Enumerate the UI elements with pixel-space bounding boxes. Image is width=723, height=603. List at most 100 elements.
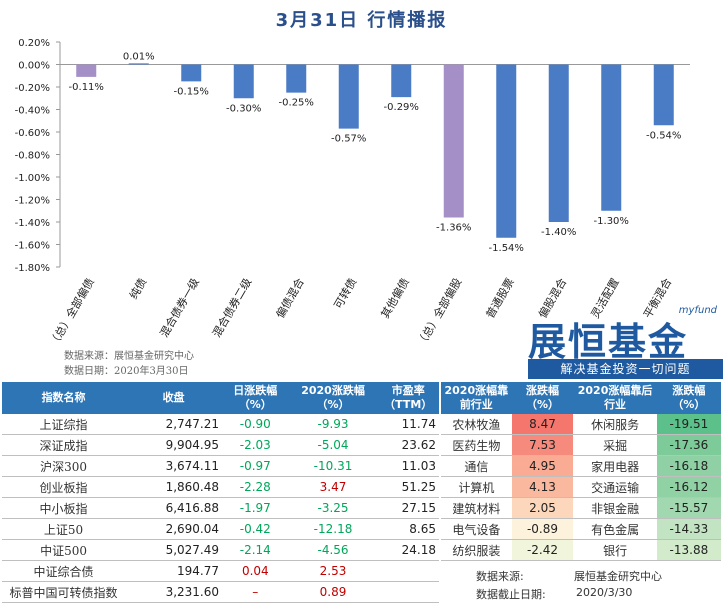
top-change-cell: 4.13: [511, 476, 574, 498]
top-industry-cell: 通信: [441, 455, 512, 477]
bar: [76, 64, 97, 77]
bottom-industry-cell: 休闲服务: [573, 414, 657, 435]
index-name-cell: 沪深300: [2, 455, 126, 477]
table-row: 深证成指 9,904.95 -2.03 -5.04 23.62: [2, 434, 439, 456]
top-industry-cell: 医药生物: [441, 434, 512, 456]
table-row: 中证综合债 194.77 0.04 2.53: [2, 560, 439, 582]
bar: [233, 64, 254, 99]
brand-logo: myfund 展恒基金 解决基金投资一切问题: [528, 305, 723, 385]
industry-table: 2020涨幅靠前行业 涨跌幅（%） 2020涨幅靠后行业 涨跌幅（%） 农林牧渔…: [441, 382, 721, 561]
index-table: 指数名称 收盘 日涨跌幅（%） 2020涨跌幅（%） 市盈率（TTM） 上证综指…: [2, 382, 439, 603]
index-pe-cell: 23.62: [377, 434, 439, 456]
table-row: 电气设备 -0.89 有色金属 -14.33: [441, 518, 721, 540]
data-label: -0.15%: [174, 86, 209, 97]
index-close-cell: 9,904.95: [125, 434, 222, 456]
data-label: -1.40%: [541, 227, 576, 238]
bar: [391, 64, 412, 98]
chart-source: 数据来源：展恒基金研究中心: [64, 351, 194, 362]
table-row: 中证500 5,027.49 -2.14 -4.56 24.18: [2, 539, 439, 561]
x-tick-label: 混合债券二级: [209, 276, 254, 340]
x-tick-label: 普通股票: [483, 276, 517, 321]
bottom-change-cell: -14.33: [656, 518, 721, 540]
index-name-cell: 中证综合债: [2, 560, 126, 582]
bar: [496, 64, 517, 238]
header-day-change: 日涨跌幅（%）: [222, 382, 289, 414]
bottom-industry-cell: 采掘: [573, 434, 657, 456]
bar: [443, 64, 464, 218]
index-ytd-cell: 3.47: [288, 476, 378, 498]
data-label: -0.57%: [331, 134, 366, 145]
header-bottom-industry: 2020涨幅靠后行业: [573, 382, 657, 414]
table-source-value: 展恒基金研究中心: [574, 570, 662, 583]
index-ytd-cell: 0.89: [288, 581, 378, 603]
index-day-cell: -1.97: [222, 497, 289, 519]
index-close-cell: 194.77: [125, 560, 222, 582]
data-label: -1.54%: [489, 243, 524, 254]
bar: [286, 64, 307, 93]
index-ytd-cell: 2.53: [288, 560, 378, 582]
index-name-cell: 上证50: [2, 518, 126, 540]
page-title: 3月31日 行情播报: [275, 10, 448, 31]
table-row: 中小板指 6,416.88 -1.97 -3.25 27.15: [2, 497, 439, 519]
y-tick-label: -1.20%: [15, 196, 50, 207]
bottom-change-cell: -15.57: [656, 497, 721, 519]
index-name-cell: 深证成指: [2, 434, 126, 456]
top-industry-cell: 建筑材料: [441, 497, 512, 519]
bottom-industry-cell: 有色金属: [573, 518, 657, 540]
table-row: 纺织服装 -2.42 银行 -13.88: [441, 539, 721, 561]
index-ytd-cell: -10.31: [288, 455, 378, 477]
x-tick-label: 偏债混合: [273, 276, 307, 321]
bottom-change-cell: -16.18: [656, 455, 721, 477]
index-day-cell: -2.03: [222, 434, 289, 456]
chart-date: 数据日期：2020年3月30日: [64, 366, 189, 377]
bottom-change-cell: -19.51: [656, 414, 721, 435]
y-tick-label: 0.00%: [18, 61, 50, 72]
top-change-cell: 8.47: [511, 414, 574, 435]
bottom-industry-cell: 家用电器: [573, 455, 657, 477]
header-bottom-change: 涨跌幅（%）: [656, 382, 721, 414]
y-tick-label: -1.00%: [15, 173, 50, 184]
index-day-cell: 0.04: [222, 560, 289, 582]
top-industry-cell: 农林牧渔: [441, 414, 512, 435]
header-ytd-change: 2020涨跌幅（%）: [288, 382, 378, 414]
index-pe-cell: 8.65: [377, 518, 439, 540]
top-change-cell: 2.05: [511, 497, 574, 519]
header-top-industry: 2020涨幅靠前行业: [441, 382, 512, 414]
table-row: 沪深300 3,674.11 -0.97 -10.31 11.03: [2, 455, 439, 477]
bar: [653, 64, 674, 126]
header-close: 收盘: [125, 382, 222, 414]
data-label: 0.01%: [123, 51, 155, 62]
index-day-cell: -0.97: [222, 455, 289, 477]
top-change-cell: 4.95: [511, 455, 574, 477]
y-tick-label: -1.60%: [15, 241, 50, 252]
index-close-cell: 2,747.21: [125, 414, 222, 435]
table-row: 标普中国可转债指数 3,231.60–0.89: [2, 581, 439, 603]
data-label: -0.11%: [69, 82, 104, 93]
bottom-industry-cell: 交通运输: [573, 476, 657, 498]
index-name-cell: 上证综指: [2, 414, 126, 435]
data-label: -0.25%: [279, 98, 314, 109]
y-tick-label: -0.60%: [15, 128, 50, 139]
index-close-cell: 3,231.60: [125, 581, 222, 603]
index-day-cell: -0.42: [222, 518, 289, 540]
x-tick-label: 可转债: [331, 276, 360, 312]
table-source-label: 数据来源:: [476, 570, 524, 583]
index-pe-cell: 11.74: [377, 414, 439, 435]
x-tick-label: 其他偏债: [378, 276, 412, 321]
bar: [181, 64, 202, 82]
index-ytd-cell: -12.18: [288, 518, 378, 540]
top-industry-cell: 纺织服装: [441, 539, 512, 561]
index-day-cell: -2.14: [222, 539, 289, 561]
data-label: -0.29%: [384, 102, 419, 113]
x-tick-label: （总）全部偏股: [414, 276, 465, 350]
data-label: -1.30%: [594, 216, 629, 227]
top-change-cell: -0.89: [511, 518, 574, 540]
index-ytd-cell: -4.56: [288, 539, 378, 561]
top-change-cell: 7.53: [511, 434, 574, 456]
table-row: 上证综指 2,747.21 -0.90 -9.93 11.74: [2, 414, 439, 435]
y-tick-label: -0.40%: [15, 106, 50, 117]
index-close-cell: 5,027.49: [125, 539, 222, 561]
top-industry-cell: 电气设备: [441, 518, 512, 540]
table-row: 通信 4.95 家用电器 -16.18: [441, 455, 721, 477]
index-pe-cell: [377, 560, 439, 582]
